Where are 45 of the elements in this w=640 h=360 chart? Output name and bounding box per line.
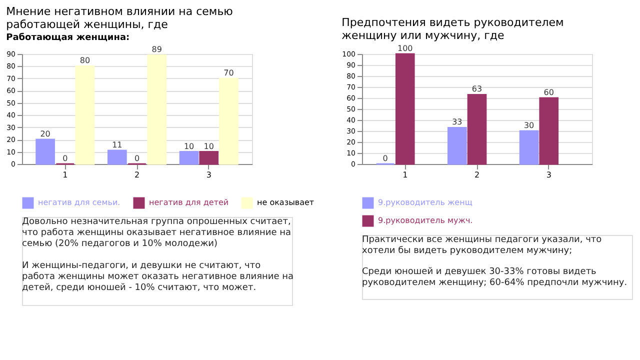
bar xyxy=(147,54,166,165)
x-tick-label: 2 xyxy=(474,170,480,180)
data-label: 80 xyxy=(80,56,90,66)
bar xyxy=(539,97,559,165)
data-label: 11 xyxy=(112,140,122,150)
legend-label: негатив для детей xyxy=(149,198,229,207)
data-label: 70 xyxy=(224,68,234,78)
bar xyxy=(75,65,95,165)
chart-subtitle: Работающая женщина: xyxy=(6,32,130,44)
x-tick-label: 1 xyxy=(402,170,408,180)
bar xyxy=(199,151,219,165)
bar xyxy=(219,78,238,165)
text: 9.руководитель женщ xyxy=(378,198,473,207)
data-label: 60 xyxy=(544,88,554,97)
bar xyxy=(179,151,199,165)
data-label: 0 xyxy=(134,154,140,163)
x-tick-label: 2 xyxy=(134,170,140,180)
x-tick-label: 3 xyxy=(206,170,212,180)
data-label: 0 xyxy=(62,154,68,163)
text: Среди юношей и девушек 30-33% готовы видеть руководителем женщину; 60-64% предпочли мужчину. xyxy=(362,267,628,288)
data-label: 20 xyxy=(40,130,50,139)
data-label: 10 xyxy=(204,142,214,151)
bar xyxy=(467,94,487,165)
data-label: 63 xyxy=(472,84,482,94)
legend-label: негатив для семьи. xyxy=(38,198,120,207)
bar xyxy=(108,150,127,165)
text: И женщины-педагоги, и девушки не считают, что работа женщины может оказать негативное влияние на детей, среди юношей - 10% считают, что может. xyxy=(22,261,294,293)
text: Практически все женщины педагоги указали, что хотели бы видеть руководителем мужчину; xyxy=(362,235,602,256)
chart-title: Предпочтения видеть руководителем женщину или мужчину, где xyxy=(342,16,564,42)
bar xyxy=(36,138,55,165)
data-label: 33 xyxy=(452,118,462,127)
data-label: 10 xyxy=(184,142,194,151)
data-label: 30 xyxy=(524,121,534,130)
data-label: 0 xyxy=(382,154,388,163)
text: Довольно незначительная группа опрошенных считает, что работа женщины оказывает негативное влияние на семью (20% педагогов и 10% молодежи) xyxy=(22,217,292,249)
bar xyxy=(395,53,415,165)
x-tick-label: 1 xyxy=(62,170,68,180)
chart-title: Мнение негативном влиянии на семью работающей женщины, где xyxy=(6,5,233,32)
bar xyxy=(448,126,467,165)
bar xyxy=(519,130,539,165)
x-tick-label: 3 xyxy=(546,170,552,180)
legend-label: 9.руководитель мужч. xyxy=(378,216,473,225)
data-label: 89 xyxy=(152,45,162,54)
data-label: 100 xyxy=(397,44,413,53)
legend-label: не оказывает xyxy=(257,198,314,207)
